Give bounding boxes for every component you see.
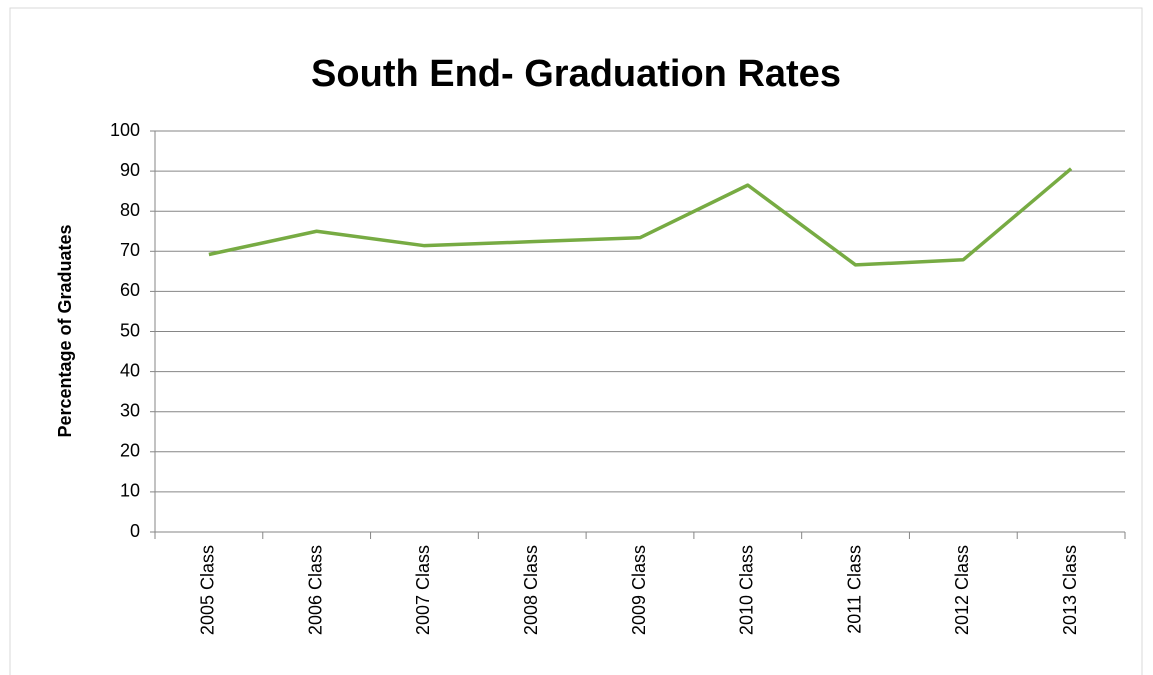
- x-tick-label: 2009 Class: [629, 545, 649, 635]
- y-tick-label: 10: [120, 481, 140, 501]
- y-tick-label: 90: [120, 160, 140, 180]
- chart-border: [9, 7, 1143, 675]
- chart-title: South End- Graduation Rates: [311, 53, 841, 95]
- x-tick-label: 2006 Class: [305, 545, 325, 635]
- x-tick-label: 2008 Class: [521, 545, 541, 635]
- x-tick-label: 2007 Class: [413, 545, 433, 635]
- y-tick-label: 60: [120, 280, 140, 300]
- y-tick-label: 50: [120, 320, 140, 340]
- x-tick-label: 2012 Class: [952, 545, 972, 635]
- x-tick-label: 2013 Class: [1060, 545, 1080, 635]
- y-tick-label: 0: [130, 521, 140, 541]
- y-tick-label: 100: [110, 120, 140, 140]
- x-tick-label: 2005 Class: [198, 545, 218, 635]
- y-tick-label: 20: [120, 441, 140, 461]
- y-tick-label: 80: [120, 200, 140, 220]
- y-axis-label: Percentage of Graduates: [55, 224, 75, 437]
- x-tick-label: 2011 Class: [844, 545, 864, 634]
- y-tick-label: 40: [120, 360, 140, 380]
- y-tick-label: 70: [120, 240, 140, 260]
- x-tick-label: 2010 Class: [737, 545, 757, 635]
- data-line: [208, 167, 1073, 267]
- y-tick-label: 30: [120, 400, 140, 420]
